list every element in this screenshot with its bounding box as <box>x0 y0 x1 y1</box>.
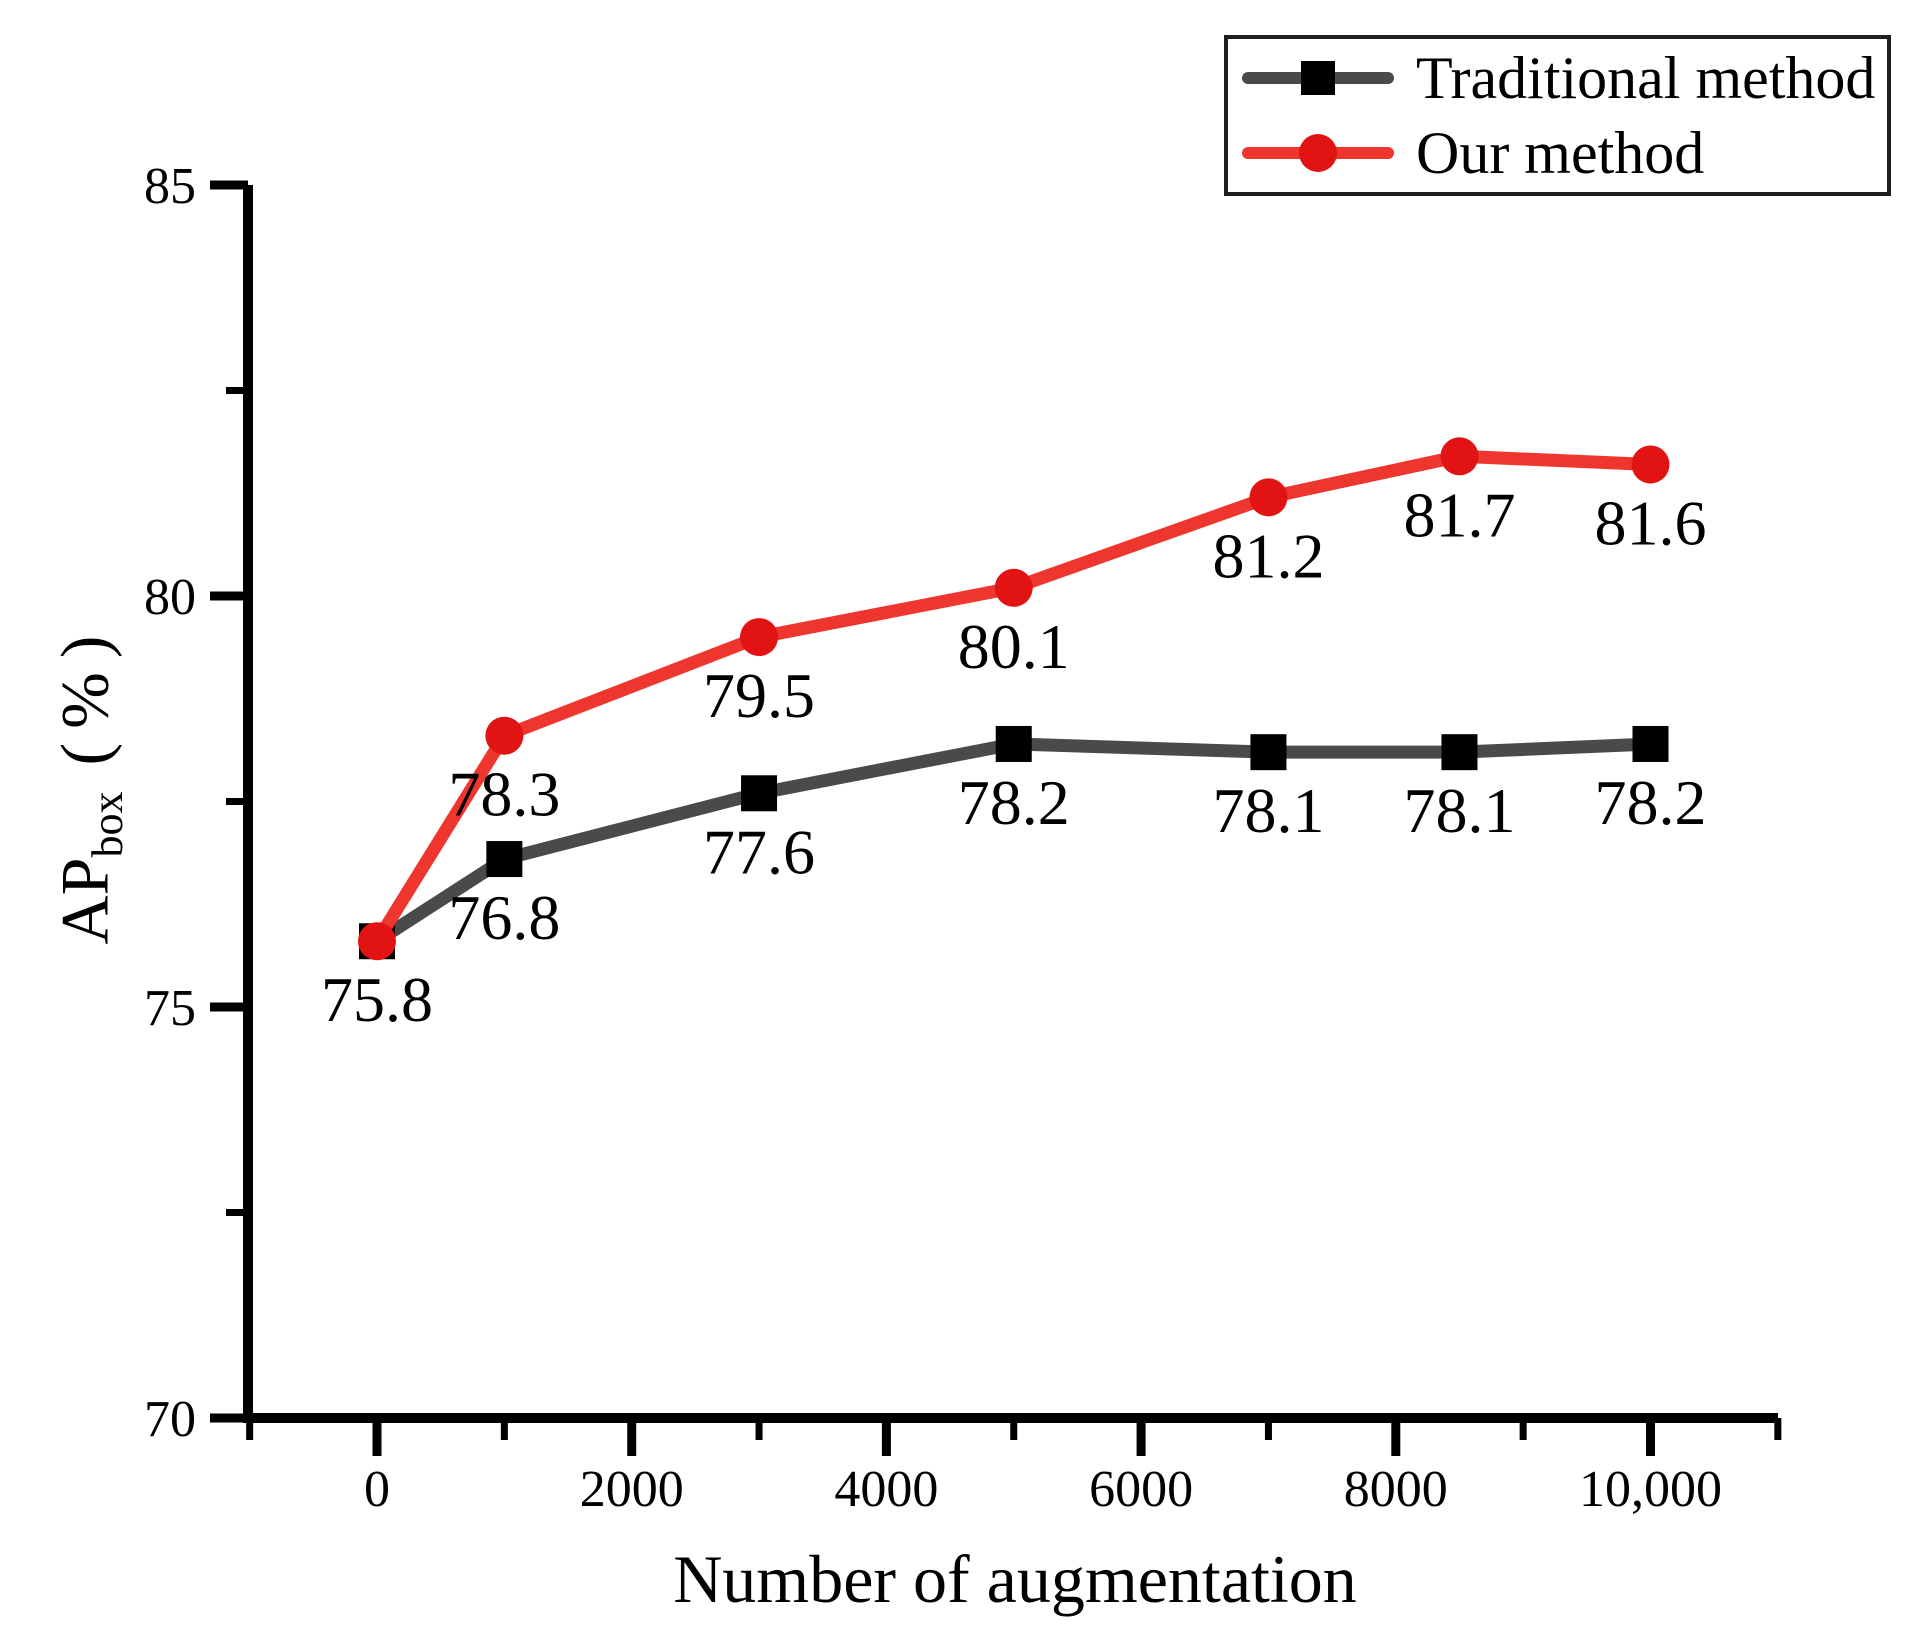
data-point-label: 76.8 <box>448 882 560 953</box>
data-point-label: 78.2 <box>958 767 1070 838</box>
x-tick-label: 2000 <box>580 1461 684 1518</box>
data-point-circle <box>1631 445 1670 484</box>
data-point-label: 78.2 <box>1595 767 1707 838</box>
data-point-label: 81.6 <box>1595 487 1707 558</box>
y-axis-title: APbox (%) <box>46 635 133 945</box>
data-point-square <box>486 841 523 878</box>
y-tick-label: 75 <box>144 980 196 1037</box>
data-point-circle <box>1249 478 1288 517</box>
y-axis-title-unit: (%) <box>46 635 123 766</box>
data-point-label: 81.7 <box>1403 479 1515 550</box>
x-tick-label: 0 <box>364 1461 390 1518</box>
data-point-circle <box>740 618 779 657</box>
legend: Traditional method Our method <box>1224 35 1891 196</box>
data-point-label: 78.1 <box>1212 775 1324 846</box>
data-point-square <box>741 775 778 812</box>
legend-item-our-method: Our method <box>1228 118 1887 188</box>
x-tick-label: 4000 <box>834 1461 938 1518</box>
y-tick-label: 70 <box>144 1391 196 1448</box>
legend-sample-traditional <box>1242 56 1394 100</box>
data-point-square <box>995 725 1032 762</box>
data-point-label: 81.2 <box>1212 520 1324 591</box>
legend-item-traditional-method: Traditional method <box>1228 43 1887 113</box>
data-point-label: 79.5 <box>703 660 815 731</box>
y-axis-title-subscript: box <box>83 791 133 858</box>
y-tick-label: 85 <box>144 158 196 215</box>
data-point-label: 78.3 <box>448 759 560 830</box>
x-tick-label: 10,000 <box>1579 1461 1722 1518</box>
legend-label-our-method: Our method <box>1416 119 1705 186</box>
circle-marker-icon <box>1299 133 1337 172</box>
x-tick-label: 8000 <box>1344 1461 1448 1518</box>
legend-label-traditional: Traditional method <box>1416 45 1876 112</box>
y-tick-label: 80 <box>144 569 196 626</box>
data-point-circle <box>994 568 1033 607</box>
data-point-square <box>1250 734 1287 771</box>
legend-sample-our-method <box>1242 131 1394 175</box>
data-point-label: 80.1 <box>958 611 1070 682</box>
data-point-label: 77.6 <box>703 816 815 887</box>
x-axis-title: Number of augmentation <box>673 1541 1357 1617</box>
data-point-label: 75.8 <box>321 964 433 1035</box>
data-point-square <box>1632 725 1669 762</box>
data-point-circle <box>485 716 524 755</box>
y-axis-title-base: AP <box>46 857 123 945</box>
data-point-circle <box>1440 437 1479 476</box>
square-marker-icon <box>1301 61 1335 96</box>
data-point-circle <box>358 922 396 961</box>
data-point-label: 78.1 <box>1403 775 1515 846</box>
x-tick-label: 6000 <box>1089 1461 1193 1518</box>
data-point-square <box>1441 734 1478 771</box>
